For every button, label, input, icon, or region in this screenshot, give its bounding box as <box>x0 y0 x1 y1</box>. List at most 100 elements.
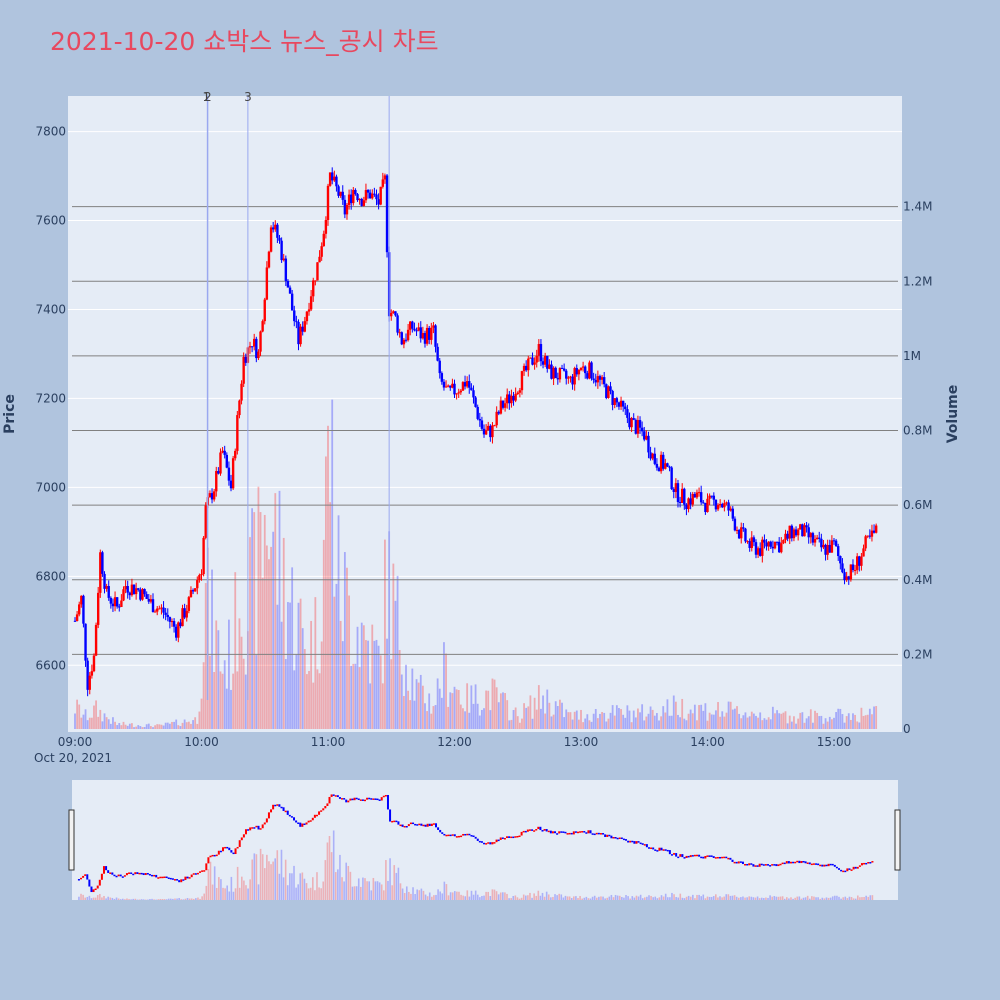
range-slider-right-handle[interactable] <box>894 809 901 871</box>
range-slider-candle <box>125 873 128 876</box>
range-slider-candle <box>660 847 663 851</box>
range-slider-volume-bar <box>322 881 325 900</box>
range-slider-volume-bar <box>727 894 730 900</box>
range-slider-volume-bar <box>731 895 734 900</box>
candle-body <box>487 425 490 431</box>
range-slider-left-handle[interactable] <box>68 809 75 871</box>
range-slider-candle <box>637 841 640 843</box>
news-marker-label: 1 <box>203 90 211 104</box>
range-slider-volume-bar <box>357 878 360 900</box>
range-slider-volume-bar <box>545 891 548 900</box>
range-slider-candle <box>345 799 348 803</box>
range-slider-volume-bar <box>353 886 356 900</box>
range-slider-volume-bar <box>712 896 715 900</box>
range-slider-volume-bar <box>174 898 176 900</box>
volume-bar <box>807 716 810 729</box>
range-slider-volume-bar <box>554 894 556 900</box>
volume-bar <box>318 673 321 729</box>
range-slider-candle <box>451 834 454 836</box>
range-slider-candle <box>437 827 440 830</box>
volume-bar <box>805 718 808 729</box>
candle-body <box>638 420 642 428</box>
volume-bar <box>860 707 863 729</box>
range-slider-volume-bar <box>506 893 508 900</box>
candle-body <box>860 556 863 566</box>
volume-bar <box>588 720 591 729</box>
candle-body <box>337 186 340 196</box>
volume-bar <box>626 705 629 729</box>
range-slider-candle <box>725 856 728 859</box>
volume-bar <box>329 502 332 729</box>
candle-body <box>613 398 616 405</box>
range-slider[interactable] <box>72 780 898 900</box>
candle-body <box>809 533 813 538</box>
volume-bar <box>569 712 572 729</box>
range-slider-candle <box>263 822 266 825</box>
range-slider-candle <box>489 842 492 845</box>
range-slider-candle <box>714 857 717 859</box>
range-slider-volume-bar <box>443 881 446 900</box>
volume-bar <box>556 706 559 729</box>
range-slider-volume-bar <box>794 897 796 900</box>
time-tick-label: 10:00 <box>184 735 219 749</box>
candle-body <box>113 597 117 607</box>
volume-bar <box>620 709 622 729</box>
range-slider-candle <box>207 857 210 864</box>
candle-body <box>181 608 184 627</box>
volume-bar <box>403 696 405 729</box>
range-slider-volume-bar <box>819 898 822 900</box>
volume-bar <box>371 624 374 729</box>
volume-bar <box>381 683 384 729</box>
volume-bar <box>308 670 310 729</box>
news-marker-label: 3 <box>244 90 252 104</box>
volume-bar <box>660 716 663 729</box>
candle-body <box>368 192 372 199</box>
range-slider-candle <box>846 868 849 872</box>
candle-body <box>143 588 146 595</box>
volume-tick-label: 0.2M <box>903 647 932 661</box>
candle-body <box>674 483 678 492</box>
candle-body <box>586 373 589 379</box>
volume-bar <box>824 718 827 729</box>
volume-bar <box>485 690 488 729</box>
candle-body <box>765 542 768 547</box>
range-slider-candle <box>838 868 841 870</box>
volume-bar <box>449 692 452 729</box>
range-slider-volume-bar <box>318 887 320 900</box>
volume-bar <box>771 706 774 729</box>
candle-body <box>276 224 279 238</box>
range-slider-volume-bar <box>479 897 481 900</box>
candle-body <box>759 548 762 556</box>
range-slider-volume-bar <box>94 897 97 900</box>
candle-body <box>421 333 425 339</box>
range-slider-volume-bar <box>669 897 671 900</box>
range-slider-volume-bar <box>261 854 264 900</box>
range-slider-candle <box>589 830 592 834</box>
range-slider-candle <box>249 827 252 831</box>
volume-bar <box>396 575 399 729</box>
range-slider-volume-bar <box>589 898 592 900</box>
range-slider-candle <box>240 837 243 841</box>
range-slider-candle <box>831 863 834 866</box>
candle-body <box>75 614 79 621</box>
range-slider-candle <box>595 832 598 835</box>
candle-body <box>341 191 344 200</box>
range-slider-volume-bar <box>220 879 222 900</box>
candle-body <box>362 200 366 206</box>
range-slider-candle <box>854 866 857 869</box>
volume-bar <box>868 708 871 729</box>
range-slider-candle <box>341 798 344 800</box>
range-slider-candle <box>804 861 807 864</box>
range-slider-candle <box>493 842 496 844</box>
volume-bar <box>683 718 686 729</box>
volume-bar <box>497 702 500 729</box>
range-slider-candle <box>610 835 613 839</box>
range-slider-candle <box>347 800 350 803</box>
volume-bar <box>373 640 376 729</box>
candle-body <box>301 326 304 332</box>
volume-bar <box>107 719 110 729</box>
volume-bar <box>101 721 104 729</box>
range-slider-candle <box>746 863 749 866</box>
range-slider-volume-bar <box>493 889 496 900</box>
